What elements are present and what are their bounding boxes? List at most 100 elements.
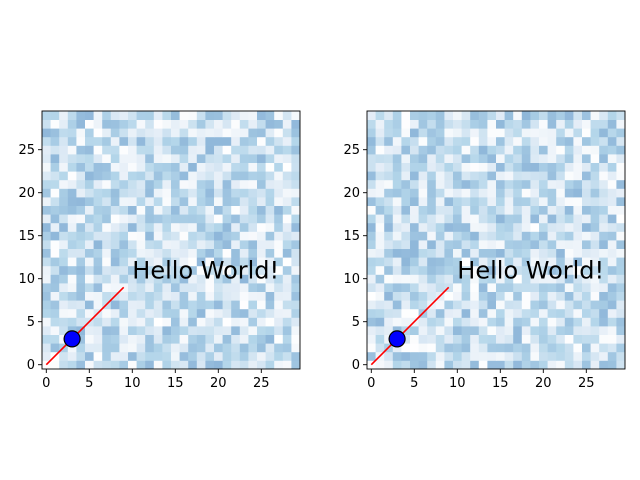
heatmap-cell (85, 136, 94, 146)
heatmap-cell (42, 154, 51, 163)
heatmap-cell (50, 145, 60, 155)
heatmap-cell (496, 343, 505, 353)
heatmap-cell (231, 326, 241, 335)
heatmap-cell (179, 188, 189, 198)
heatmap-cell (136, 351, 146, 361)
heatmap-cell (590, 326, 600, 335)
heatmap-cell (556, 265, 566, 275)
heatmap-cell (171, 197, 180, 206)
heatmap-cell (119, 257, 129, 267)
heatmap-cell (599, 119, 609, 129)
heatmap-cell (42, 222, 51, 232)
heatmap-cell (384, 351, 394, 361)
heatmap-cell (179, 317, 189, 327)
heatmap-cell (205, 222, 215, 232)
heatmap-cell (444, 222, 454, 232)
heatmap-cell (582, 136, 591, 146)
heatmap-cell (427, 154, 437, 163)
heatmap-cell (564, 205, 574, 215)
heatmap-cell (145, 343, 155, 353)
heatmap-cell (590, 360, 600, 369)
heatmap-cell (76, 119, 86, 129)
heatmap-cell (453, 257, 462, 267)
heatmap-cell (367, 188, 376, 198)
heatmap-cell (265, 343, 275, 353)
heatmap-cell (607, 188, 617, 198)
heatmap-cell (496, 214, 505, 224)
heatmap-cell (171, 343, 180, 353)
heatmap-cell (547, 162, 557, 172)
heatmap-cell (521, 240, 531, 249)
heatmap-cell (427, 257, 437, 267)
heatmap-cell (401, 257, 411, 267)
heatmap-cell (42, 351, 51, 361)
heatmap-cell (530, 291, 540, 301)
heatmap-cell (205, 265, 215, 275)
heatmap-cell (410, 188, 419, 198)
heatmap-cell (110, 274, 120, 284)
heatmap-cell (590, 231, 600, 241)
heatmap-cell (85, 274, 94, 284)
heatmap-cell (504, 326, 514, 335)
heatmap-cell (607, 205, 617, 215)
heatmap-cell (539, 222, 548, 232)
heatmap-cell (222, 231, 232, 241)
heatmap-cell (196, 317, 206, 327)
heatmap-cell (599, 265, 609, 275)
heatmap-cell (616, 136, 625, 146)
heatmap-cell (153, 291, 163, 301)
heatmap-cell (119, 308, 129, 318)
heatmap-cell (384, 145, 394, 155)
heatmap-cell (265, 162, 275, 172)
heatmap-cell (59, 360, 69, 369)
heatmap-cell (573, 119, 583, 129)
heatmap-cell (478, 179, 488, 189)
heatmap-cell (392, 308, 402, 318)
heatmap-cell (582, 171, 591, 181)
heatmap-cell (504, 240, 514, 249)
heatmap-cell (85, 240, 94, 249)
heatmap-cell (410, 291, 419, 301)
heatmap-cell (607, 171, 617, 181)
heatmap-cell (401, 265, 411, 275)
heatmap-cell (504, 222, 514, 232)
heatmap-cell (205, 308, 215, 318)
heatmap-cell (582, 334, 591, 344)
heatmap-cell (367, 265, 376, 275)
heatmap-cell (582, 205, 591, 215)
heatmap-cell (427, 119, 437, 129)
heatmap-cell (453, 145, 462, 155)
heatmap-cell (214, 188, 223, 198)
heatmap-cell (435, 171, 445, 181)
heatmap-cell (539, 326, 548, 335)
heatmap-cell (153, 197, 163, 206)
heatmap-cell (128, 274, 137, 284)
heatmap-cell (145, 111, 155, 120)
heatmap-cell (504, 351, 514, 361)
heatmap-cell (102, 231, 112, 241)
heatmap-cell (162, 179, 172, 189)
heatmap-cell (110, 326, 120, 335)
heatmap-cell (205, 231, 215, 241)
heatmap-cell (59, 136, 69, 146)
heatmap-cell (50, 188, 60, 198)
heatmap-cell (59, 111, 69, 120)
heatmap-cell (222, 360, 232, 369)
heatmap-cell (102, 222, 112, 232)
heatmap-cell (513, 188, 523, 198)
heatmap-cell (582, 291, 591, 301)
heatmap-cell (205, 154, 215, 163)
heatmap-cell (556, 257, 566, 267)
heatmap-cell (392, 317, 402, 327)
heatmap-cell (257, 274, 266, 284)
heatmap-cell (136, 231, 146, 241)
heatmap-cell (564, 231, 574, 241)
heatmap-cell (521, 171, 531, 181)
heatmap-cell (110, 308, 120, 318)
heatmap-cell (392, 111, 402, 120)
heatmap-cell (375, 231, 385, 241)
heatmap-cell (513, 205, 523, 215)
heatmap-cell (291, 326, 300, 335)
heatmap-cell (590, 351, 600, 361)
heatmap-cell (42, 308, 51, 318)
